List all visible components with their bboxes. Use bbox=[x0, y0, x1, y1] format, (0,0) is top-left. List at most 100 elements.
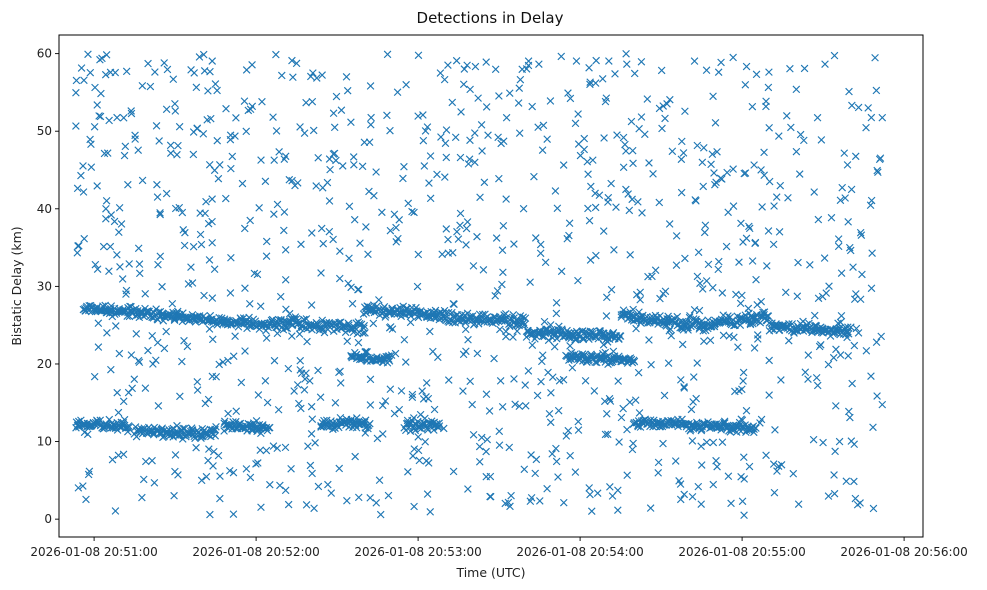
data-point bbox=[484, 131, 492, 140]
data-point bbox=[810, 188, 819, 196]
data-point bbox=[350, 215, 359, 224]
data-point bbox=[100, 149, 109, 158]
data-point bbox=[433, 170, 441, 179]
data-point bbox=[80, 234, 89, 243]
data-point bbox=[646, 504, 655, 512]
data-point bbox=[792, 147, 801, 156]
data-point bbox=[135, 260, 144, 268]
data-point bbox=[308, 469, 316, 478]
data-point bbox=[141, 384, 150, 392]
data-point bbox=[202, 197, 210, 206]
data-point bbox=[179, 226, 188, 234]
data-point bbox=[628, 195, 636, 204]
data-point bbox=[406, 312, 415, 320]
data-point bbox=[462, 241, 470, 249]
data-point bbox=[844, 218, 852, 226]
data-point bbox=[604, 198, 612, 206]
data-point bbox=[694, 482, 703, 491]
data-point bbox=[362, 223, 370, 231]
data-point bbox=[661, 114, 669, 123]
data-point bbox=[531, 234, 540, 242]
data-point bbox=[813, 381, 822, 390]
data-point bbox=[845, 87, 853, 96]
data-point bbox=[209, 447, 218, 456]
data-point bbox=[595, 191, 604, 200]
data-point bbox=[93, 101, 102, 109]
data-point bbox=[90, 372, 99, 381]
data-point bbox=[874, 168, 882, 177]
data-point bbox=[372, 499, 381, 507]
data-point bbox=[318, 183, 327, 192]
data-point bbox=[846, 246, 855, 255]
data-point bbox=[587, 350, 595, 359]
data-point bbox=[300, 386, 309, 394]
data-point bbox=[141, 457, 150, 466]
data-point bbox=[302, 315, 311, 323]
data-point bbox=[444, 308, 453, 317]
data-point bbox=[105, 267, 113, 276]
data-point bbox=[208, 238, 216, 247]
data-point bbox=[170, 491, 178, 500]
data-point bbox=[630, 69, 639, 78]
data-point bbox=[192, 443, 200, 452]
data-point bbox=[750, 344, 759, 352]
data-point bbox=[211, 80, 220, 88]
data-point bbox=[636, 295, 644, 304]
data-point bbox=[166, 149, 175, 157]
data-point bbox=[345, 202, 354, 211]
data-point bbox=[521, 314, 530, 322]
data-point bbox=[586, 78, 594, 86]
data-point bbox=[543, 484, 551, 493]
data-point bbox=[739, 377, 747, 385]
data-point bbox=[586, 490, 594, 499]
data-point bbox=[510, 240, 518, 248]
data-point bbox=[559, 161, 568, 169]
data-point bbox=[442, 225, 451, 233]
data-point bbox=[677, 155, 686, 164]
data-point bbox=[410, 445, 419, 453]
data-point bbox=[479, 266, 488, 274]
data-point bbox=[834, 235, 843, 243]
data-point bbox=[254, 459, 262, 467]
data-point bbox=[810, 311, 819, 320]
data-point bbox=[786, 64, 794, 73]
data-point bbox=[171, 451, 180, 459]
data-point bbox=[216, 494, 224, 503]
data-point bbox=[183, 342, 192, 351]
data-point bbox=[515, 402, 524, 411]
data-point bbox=[457, 108, 465, 116]
data-point bbox=[272, 50, 280, 59]
data-point bbox=[585, 63, 593, 72]
data-point bbox=[204, 87, 212, 95]
data-point bbox=[453, 227, 461, 236]
data-point bbox=[649, 170, 657, 178]
data-point bbox=[350, 160, 358, 169]
data-point bbox=[477, 433, 486, 442]
data-point bbox=[499, 137, 508, 146]
data-point bbox=[464, 160, 473, 168]
data-point bbox=[265, 423, 274, 432]
data-point bbox=[171, 99, 179, 108]
data-point bbox=[200, 291, 208, 300]
data-point bbox=[665, 327, 674, 335]
data-point bbox=[122, 67, 131, 76]
data-point bbox=[258, 97, 266, 106]
data-point bbox=[273, 444, 282, 453]
data-point bbox=[495, 441, 504, 449]
data-point bbox=[851, 152, 860, 161]
data-point bbox=[327, 489, 336, 497]
data-point bbox=[414, 250, 423, 259]
data-point bbox=[375, 476, 384, 485]
data-point bbox=[154, 260, 162, 269]
data-point bbox=[745, 224, 754, 233]
data-point bbox=[643, 95, 652, 103]
data-point bbox=[174, 141, 182, 150]
data-point bbox=[418, 387, 427, 395]
data-point bbox=[384, 491, 393, 500]
data-point bbox=[193, 124, 202, 132]
data-point bbox=[229, 352, 238, 361]
data-point bbox=[466, 85, 474, 94]
data-point bbox=[95, 112, 103, 120]
data-point bbox=[574, 140, 583, 148]
data-point bbox=[332, 92, 341, 101]
